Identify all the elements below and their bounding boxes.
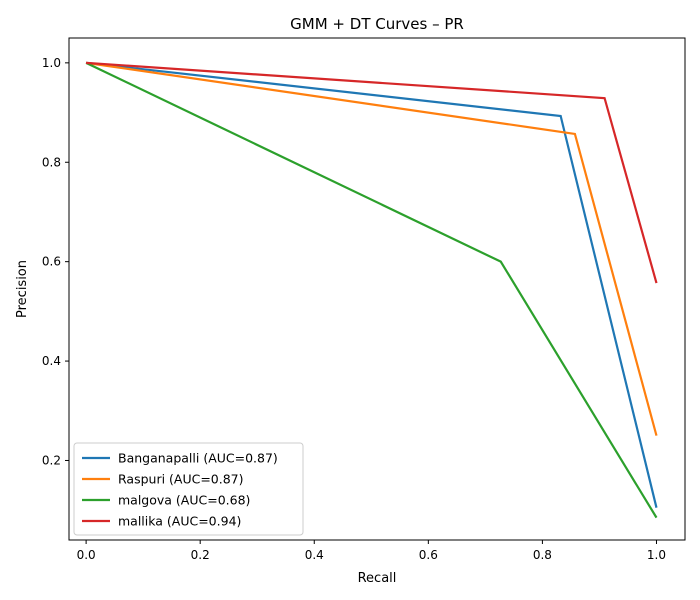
legend-box (73, 442, 304, 536)
x-tick-label: 0.2 (191, 548, 210, 562)
x-tick-label: 0.4 (305, 548, 324, 562)
plot-frame (68, 37, 686, 541)
x-axis-ticks: 0.0 0.2 0.4 0.6 0.8 1.0 (77, 540, 666, 562)
y-tick-label: 0.6 (42, 255, 61, 269)
series-line-banganapalli (85, 61, 658, 508)
y-axis-title: Precision (15, 260, 30, 318)
legend: Banganapalli (AUC=0.87) Raspuri (AUC=0.87… (73, 442, 304, 536)
series-line-raspuri (85, 61, 658, 436)
series-lines (85, 61, 658, 519)
y-axis-ticks: 0.2 0.4 0.6 0.8 1.0 (42, 56, 69, 467)
y-tick-label: 0.8 (42, 155, 61, 169)
x-tick-label: 0.6 (419, 548, 438, 562)
x-axis-title: Recall (358, 571, 397, 586)
series-line-malgova (85, 61, 658, 519)
y-tick-label: 0.4 (42, 354, 61, 368)
chart-title: GMM + DT Curves – PR (290, 15, 464, 33)
x-tick-label: 1.0 (647, 548, 666, 562)
x-tick-label: 0.8 (533, 548, 552, 562)
x-tick-label: 0.0 (77, 548, 96, 562)
legend-label-mallika: mallika (AUC=0.94) (118, 514, 241, 529)
legend-label-raspuri: Raspuri (AUC=0.87) (118, 472, 244, 487)
y-tick-label: 0.2 (42, 453, 61, 467)
legend-label-banganapalli: Banganapalli (AUC=0.87) (118, 451, 278, 466)
legend-label-malgova: malgova (AUC=0.68) (118, 493, 250, 508)
y-tick-label: 1.0 (42, 56, 61, 70)
series-line-mallika (86, 61, 658, 284)
